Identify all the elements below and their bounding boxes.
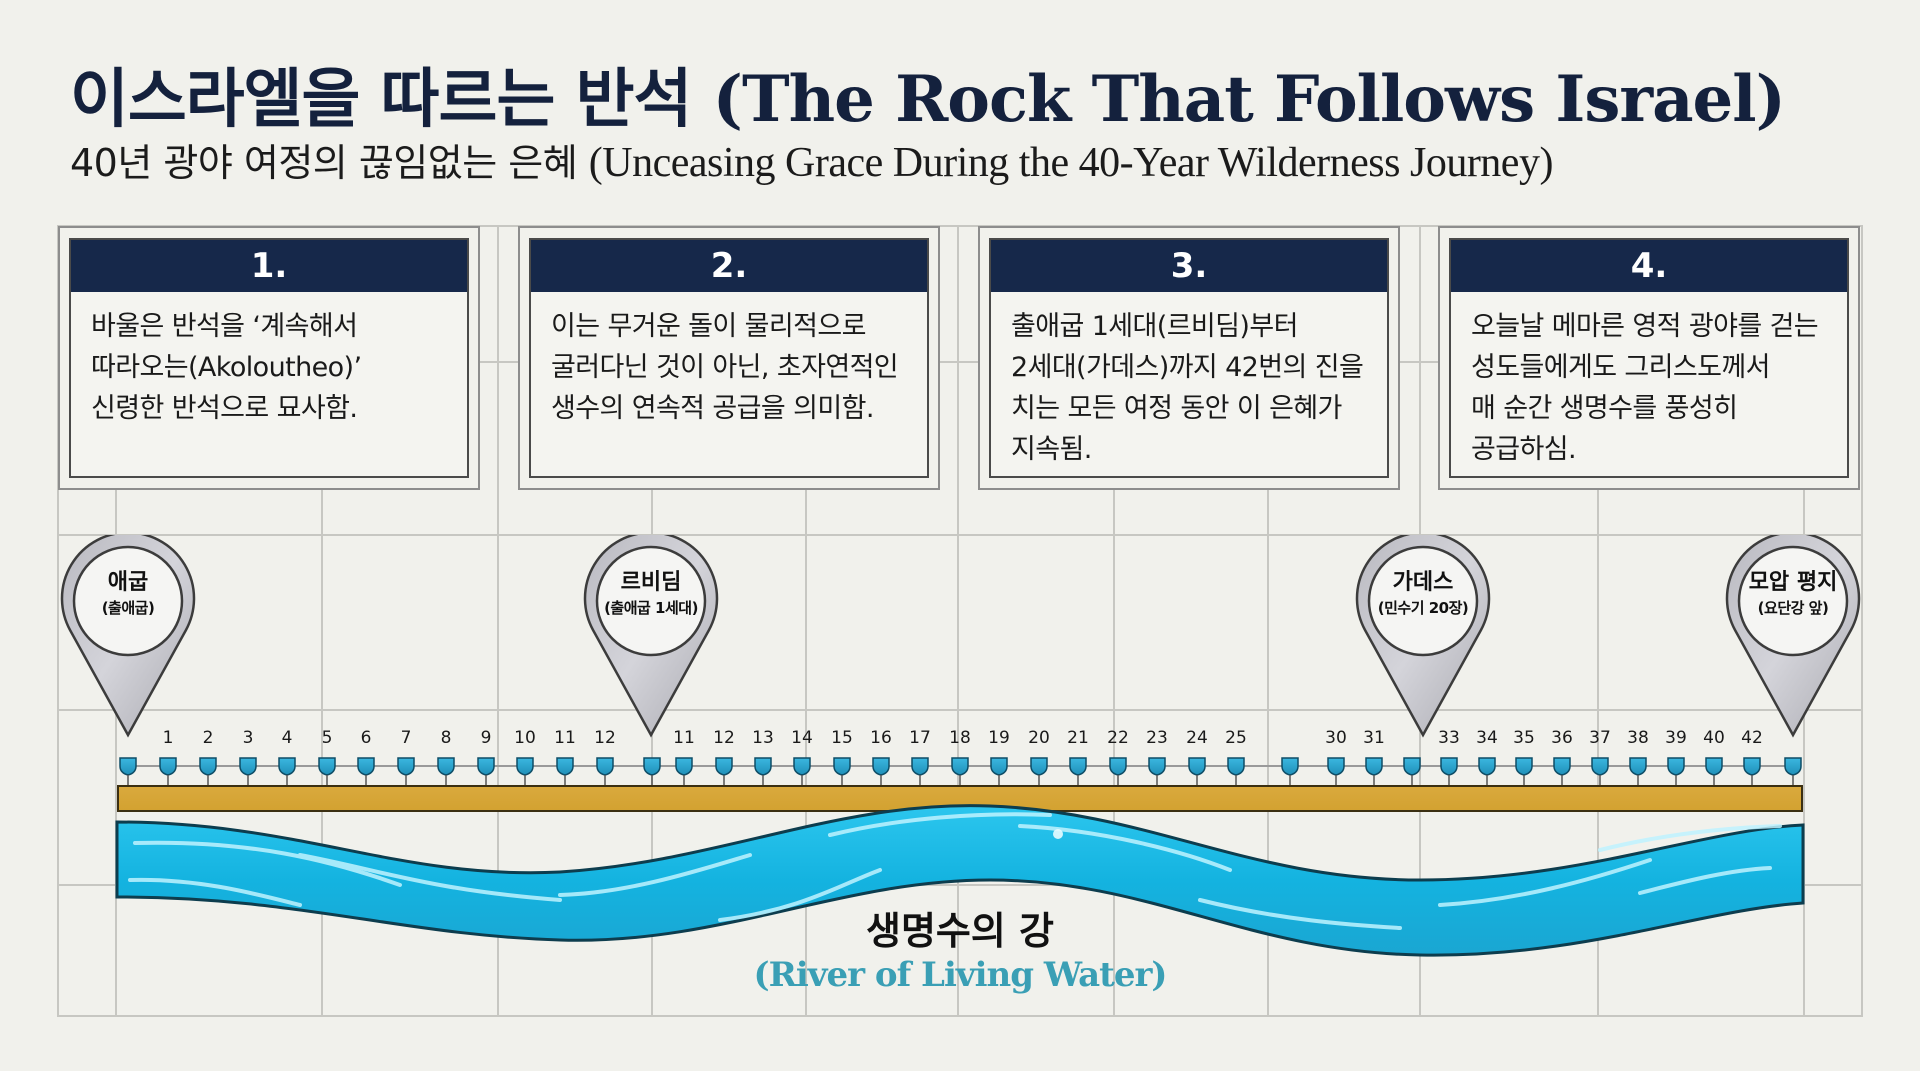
station-label: 7	[400, 728, 412, 748]
station-label: 31	[1363, 728, 1385, 748]
station-label: 40	[1703, 728, 1725, 748]
card-number: 3.	[991, 240, 1387, 292]
station-label: 12	[713, 728, 735, 748]
station-label: 9	[480, 728, 492, 748]
station-label: 11	[554, 728, 576, 748]
point-card-3: 3. 출애굽 1세대(르비딤)부터 2세대(가데스)까지 42번의 진을 치는 …	[978, 226, 1400, 490]
station-label: 25	[1225, 728, 1247, 748]
station-label: 17	[909, 728, 931, 748]
card-number: 2.	[531, 240, 927, 292]
map-pin-icon	[583, 535, 719, 738]
station-label: 14	[791, 728, 813, 748]
card-number: 4.	[1451, 240, 1847, 292]
pin-subtitle: (민수기 20장)	[1377, 599, 1469, 617]
point-card-2: 2. 이는 무거운 돌이 물리적으로 굴러다닌 것이 아닌, 초자연적인 생수의…	[518, 226, 940, 490]
river-label-korean: 생명수의 강	[865, 909, 1055, 953]
station-label: 19	[988, 728, 1010, 748]
subtitle-korean: 40년 광야 여정의 끊임없는 은혜	[70, 141, 578, 185]
station-label: 18	[949, 728, 971, 748]
pin-name: 모압 평지	[1748, 570, 1838, 595]
station-label: 1	[162, 728, 174, 748]
pin-name: 애굽	[107, 570, 149, 595]
subtitle-english: (Unceasing Grace During the 40-Year Wild…	[588, 140, 1554, 186]
station-label: 24	[1186, 728, 1208, 748]
station-label: 4	[281, 728, 293, 748]
station-label: 12	[594, 728, 616, 748]
pin-subtitle: (출애굽)	[101, 599, 155, 617]
location-pin-kadesh: 가데스 (민수기 20장)	[1355, 535, 1491, 739]
card-text: 오늘날 메마른 영적 광야를 걷는 성도들에게도 그리스도께서 매 순간 생명수…	[1471, 311, 1819, 465]
title-korean: 이스라엘을 따르는 반석	[70, 63, 692, 137]
station-label: 16	[870, 728, 892, 748]
station-label: 20	[1028, 728, 1050, 748]
page-title: 이스라엘을 따르는 반석 (The Rock That Follows Isra…	[70, 48, 1786, 140]
pin-name: 르비딤	[620, 570, 682, 595]
station-label: 5	[321, 728, 333, 748]
pin-subtitle: (출애굽 1세대)	[604, 599, 698, 617]
title-english: (The Rock That Follows Israel)	[712, 62, 1786, 137]
location-pin-rephidim: 르비딤 (출애굽 1세대)	[583, 535, 719, 739]
station-label: 34	[1476, 728, 1498, 748]
station-label: 2	[202, 728, 214, 748]
station-label: 8	[440, 728, 452, 748]
map-pin-icon	[1725, 535, 1861, 738]
station-label: 15	[831, 728, 853, 748]
station-label: 36	[1551, 728, 1573, 748]
station-label: 30	[1325, 728, 1347, 748]
station-label: 10	[514, 728, 536, 748]
card-text: 출애굽 1세대(르비딤)부터 2세대(가데스)까지 42번의 진을 치는 모든 …	[1011, 311, 1364, 465]
card-number: 1.	[71, 240, 467, 292]
station-label: 13	[752, 728, 774, 748]
station-label: 35	[1513, 728, 1535, 748]
pin-name: 가데스	[1392, 570, 1454, 595]
point-card-4: 4. 오늘날 메마른 영적 광야를 걷는 성도들에게도 그리스도께서 매 순간 …	[1438, 226, 1860, 490]
point-card-1: 1. 바울은 반석을 ‘계속해서 따라오는(Akoloutheo)’ 신령한 반…	[58, 226, 480, 490]
map-pin-icon	[60, 535, 196, 738]
page-subtitle: 40년 광야 여정의 끊임없는 은혜 (Unceasing Grace Duri…	[70, 132, 1553, 187]
station-label: 6	[360, 728, 372, 748]
card-text: 바울은 반석을 ‘계속해서 따라오는(Akoloutheo)’ 신령한 반석으로…	[91, 311, 362, 424]
station-label: 39	[1665, 728, 1687, 748]
location-pin-egypt: 애굽 (출애굽)	[60, 535, 196, 739]
station-label: 38	[1627, 728, 1649, 748]
card-text: 이는 무거운 돌이 물리적으로 굴러다닌 것이 아닌, 초자연적인 생수의 연속…	[551, 311, 899, 424]
station-label: 11	[673, 728, 695, 748]
pin-subtitle: (요단강 앞)	[1757, 599, 1829, 617]
station-label: 33	[1438, 728, 1460, 748]
location-pin-moab-plains: 모압 평지 (요단강 앞)	[1725, 535, 1861, 739]
map-pin-icon	[1355, 535, 1491, 738]
station-label: 42	[1741, 728, 1763, 748]
station-label: 23	[1146, 728, 1168, 748]
station-label: 37	[1589, 728, 1611, 748]
station-label: 22	[1107, 728, 1129, 748]
station-label: 3	[242, 728, 254, 748]
station-label: 21	[1067, 728, 1089, 748]
river-label-english: (River of Living Water)	[753, 955, 1168, 995]
